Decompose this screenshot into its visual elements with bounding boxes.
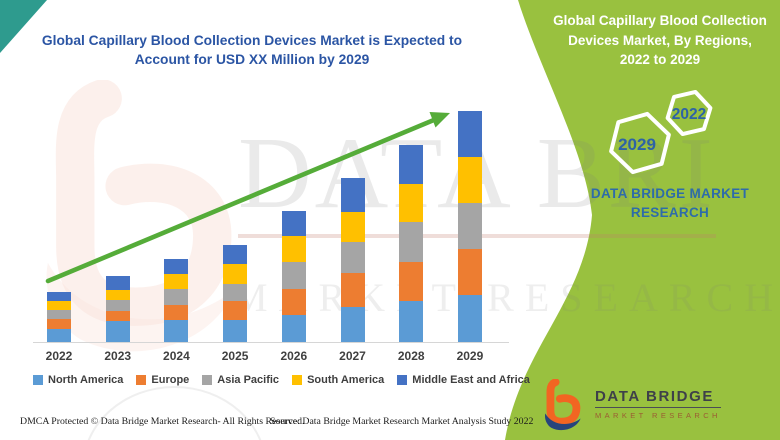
logo-b-icon	[544, 379, 581, 431]
x-label-2023: 2023	[104, 349, 132, 363]
bar-2029	[457, 111, 482, 342]
bar-segment-2027	[340, 307, 365, 342]
panel-title-line3: 2022 to 2029	[619, 52, 701, 67]
bar-segment-2029	[457, 295, 482, 342]
bar-segment-2022	[47, 292, 71, 301]
legend-item: Asia Pacific	[202, 374, 279, 386]
bar-segment-2022	[47, 319, 71, 329]
hexagon-2029-label: 2029	[618, 135, 656, 154]
bar-segment-2023	[105, 311, 130, 321]
bar-segment-2024	[164, 320, 189, 342]
panel-brand-line1: DATA BRIDGE MARKET	[590, 186, 750, 201]
bar-segment-2025	[223, 301, 248, 320]
legend: North America Europe Asia Pacific South Ame…	[33, 374, 530, 386]
bar-segment-2022	[47, 301, 71, 310]
logo-name: DATA BRIDGE	[595, 388, 721, 408]
panel-brand-text: DATA BRIDGE MARKET RESEARCH	[558, 184, 780, 222]
hexagon-2029	[609, 111, 671, 175]
bar-segment-2028	[399, 301, 424, 342]
legend-swatch-icon	[136, 375, 147, 385]
chart-title-line1: Global Capillary Blood Collection Device…	[41, 33, 463, 48]
legend-swatch-icon	[202, 375, 213, 385]
legend-label: Middle East and Africa	[412, 374, 530, 386]
bar-segment-2025	[223, 284, 248, 301]
bar-segment-2025	[223, 320, 248, 342]
bar-segment-2023	[105, 300, 130, 311]
x-axis-labels: 2022 2023 2024 2025 2026 2027 2028 2029	[39, 349, 490, 363]
panel-brand-line2: RESEARCH	[630, 205, 710, 220]
legend-item: Middle East and Africa	[397, 374, 530, 386]
legend-label: North America	[48, 374, 124, 386]
legend-swatch-icon	[33, 375, 43, 385]
panel-title: Global Capillary Blood Collection Device…	[548, 11, 772, 70]
chart-title: Global Capillary Blood Collection Device…	[28, 31, 476, 69]
legend-label: South America	[307, 374, 385, 386]
legend-item: Europe	[136, 374, 189, 386]
x-label-2027: 2027	[339, 349, 366, 363]
bar-segment-2026	[281, 289, 306, 315]
source-note: Source: Data Bridge Market Research Mark…	[270, 416, 534, 427]
logo-tagline: MARKET RESEARCH	[595, 411, 721, 420]
legend-swatch-icon	[292, 375, 303, 385]
panel-title-line1: Global Capillary Blood Collection	[553, 13, 767, 28]
x-label-2026: 2026	[280, 349, 308, 363]
hexagon-2022	[665, 89, 713, 137]
x-label-2024: 2024	[163, 349, 190, 363]
legend-swatch-icon	[397, 375, 408, 385]
x-label-2025: 2025	[221, 349, 249, 363]
bar-segment-2022	[47, 329, 71, 342]
x-axis-line	[33, 342, 509, 343]
bar-2022	[47, 292, 71, 342]
legend-label: Europe	[151, 374, 190, 386]
bar-segment-2022	[47, 310, 71, 319]
bar-segment-2029	[457, 111, 482, 157]
bar-segment-2029	[457, 203, 482, 249]
bar-segment-2029	[457, 249, 482, 295]
bar-segment-2023	[105, 290, 130, 300]
x-label-2028: 2028	[397, 349, 425, 363]
bar-segment-2024	[164, 305, 189, 320]
panel-title-line2: Devices Market, By Regions,	[568, 32, 752, 48]
legend-item: South America	[292, 374, 384, 386]
dmca-notice: DMCA Protected © Data Bridge Market Rese…	[20, 416, 305, 427]
data-bridge-logo: DATA BRIDGE MARKET RESEARCH	[541, 379, 721, 431]
x-label-2022: 2022	[45, 349, 73, 363]
bar-segment-2024	[164, 289, 189, 305]
bar-segment-2023	[105, 321, 130, 342]
logo-texts: DATA BRIDGE MARKET RESEARCH	[595, 388, 721, 420]
chart-title-line2: Account for USD XX Million by 2029	[134, 52, 370, 67]
hexagon-2022-label: 2022	[672, 106, 706, 123]
legend-item: North America	[33, 374, 123, 386]
bar-segment-2029	[457, 157, 482, 203]
legend-label: Asia Pacific	[217, 374, 280, 386]
bar-segment-2026	[281, 315, 306, 342]
x-label-2029: 2029	[456, 349, 484, 363]
